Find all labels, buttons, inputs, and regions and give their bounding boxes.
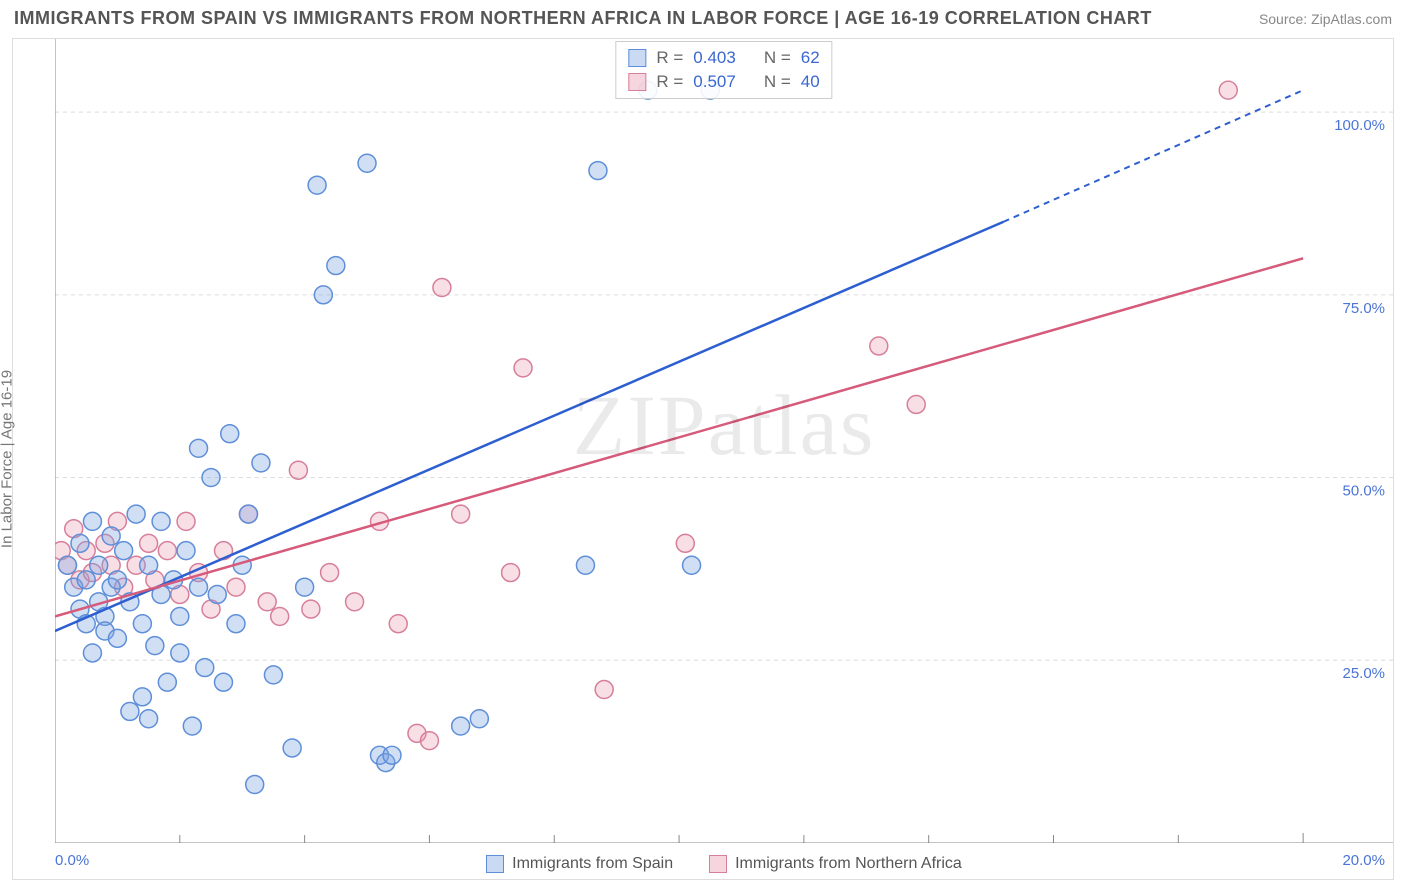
stat-label: N = <box>764 70 791 94</box>
stat-value: 0.507 <box>693 70 736 94</box>
legend-item-pink: Immigrants from Northern Africa <box>709 855 962 873</box>
legend-label: Immigrants from Northern Africa <box>735 855 962 873</box>
scatter-plot: 25.0%50.0%75.0%100.0% ZIPatlas R = 0.403… <box>55 39 1393 843</box>
svg-text:75.0%: 75.0% <box>1343 300 1385 317</box>
svg-text:50.0%: 50.0% <box>1343 483 1385 500</box>
square-icon <box>628 73 646 91</box>
stats-legend-box: R = 0.403 N = 62 R = 0.507 N = 40 <box>615 41 832 99</box>
square-icon <box>486 855 504 873</box>
svg-text:100.0%: 100.0% <box>1334 117 1385 134</box>
source-label: Source: ZipAtlas.com <box>1259 11 1392 27</box>
stat-label: R = <box>656 46 683 70</box>
y-axis-label: In Labor Force | Age 16-19 <box>0 370 16 548</box>
stats-row-pink: R = 0.507 N = 40 <box>628 70 819 94</box>
chart-title: IMMIGRANTS FROM SPAIN VS IMMIGRANTS FROM… <box>14 8 1152 29</box>
stats-row-blue: R = 0.403 N = 62 <box>628 46 819 70</box>
stat-value: 62 <box>801 46 820 70</box>
legend-bottom: Immigrants from Spain Immigrants from No… <box>55 855 1393 873</box>
stat-value: 0.403 <box>693 46 736 70</box>
legend-item-blue: Immigrants from Spain <box>486 855 673 873</box>
chart-container: In Labor Force | Age 16-19 25.0%50.0%75.… <box>12 38 1394 880</box>
square-icon <box>628 49 646 67</box>
svg-text:25.0%: 25.0% <box>1343 665 1385 682</box>
square-icon <box>709 855 727 873</box>
stat-value: 40 <box>801 70 820 94</box>
stat-label: N = <box>764 46 791 70</box>
legend-label: Immigrants from Spain <box>512 855 673 873</box>
stat-label: R = <box>656 70 683 94</box>
